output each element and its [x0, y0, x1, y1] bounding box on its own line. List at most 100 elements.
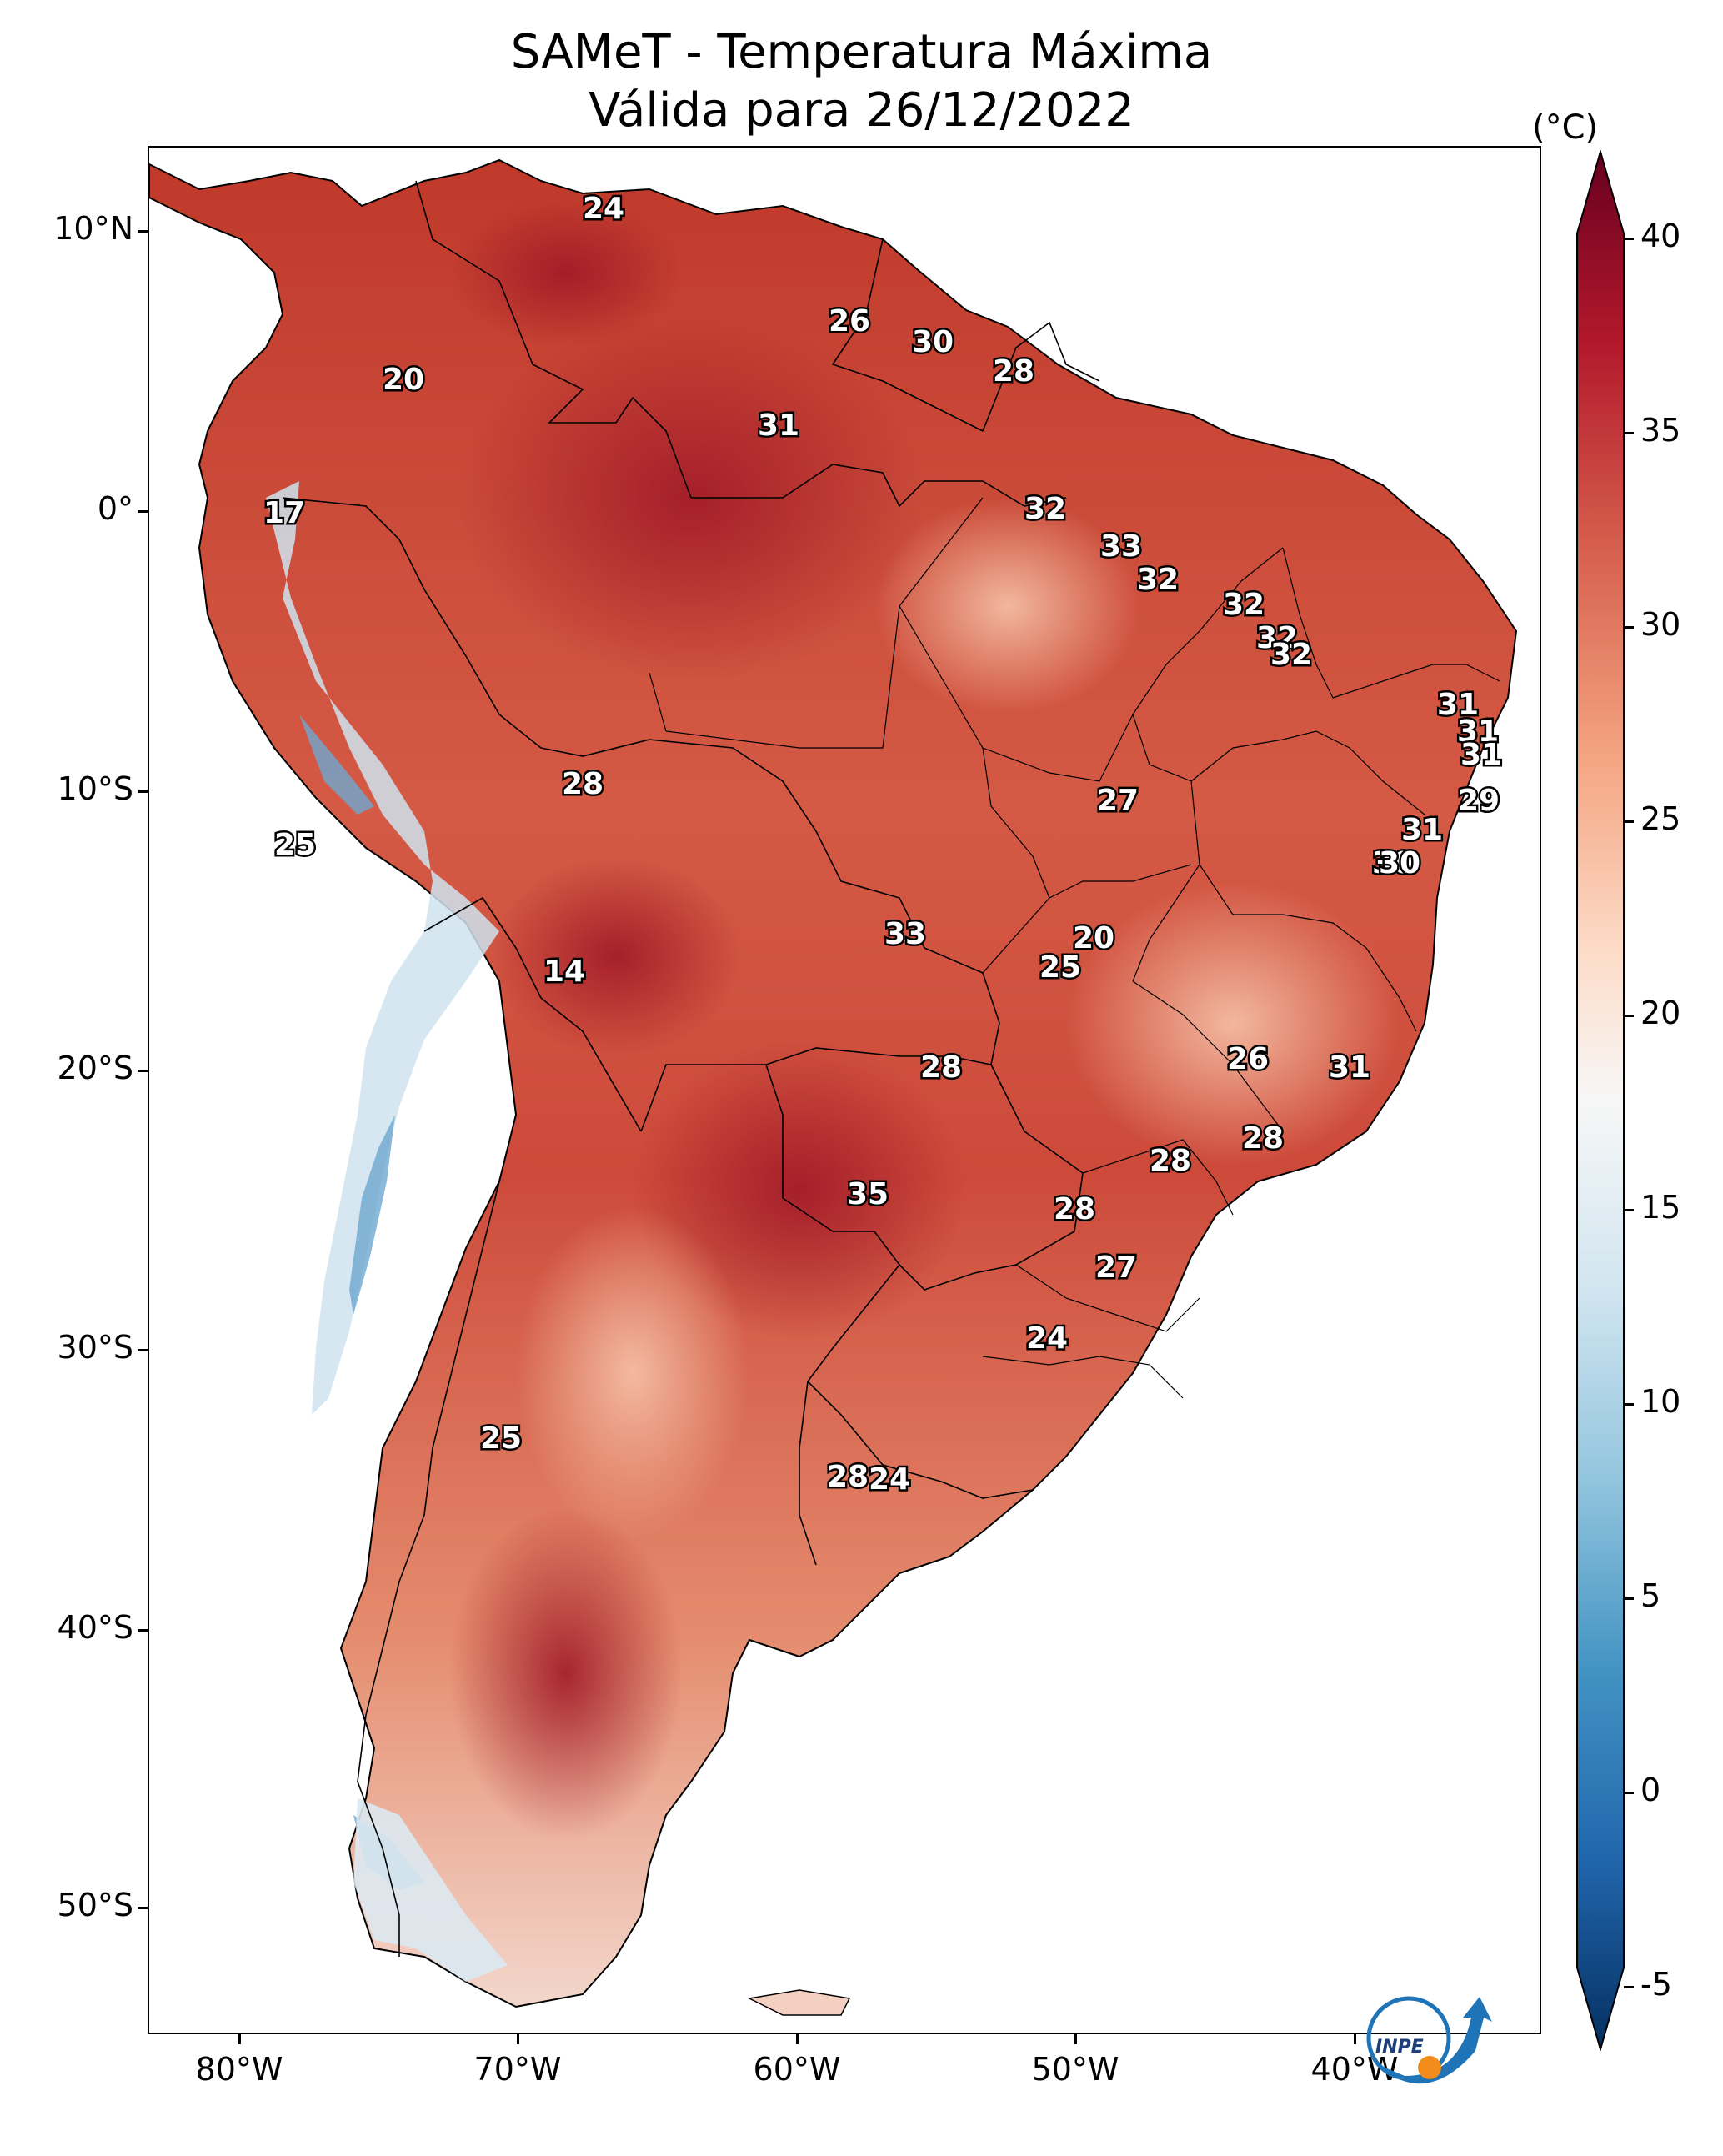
lat-tick	[138, 510, 148, 513]
title-line-1: SAMeT - Temperatura Máxima	[510, 25, 1213, 79]
colorbar	[1576, 150, 1625, 2051]
lat-tick	[138, 1907, 148, 1909]
contour-label: 28	[1150, 1144, 1191, 1178]
contour-label: 32	[1137, 563, 1179, 597]
logo-orange-dot	[1418, 2056, 1441, 2079]
cool-zone-brazil-se	[1066, 881, 1400, 1165]
lon-label-70w: 70°W	[473, 2051, 562, 2088]
contour-label: 26	[829, 304, 870, 338]
lat-tick	[138, 1070, 148, 1072]
lon-tick	[517, 2034, 519, 2044]
contour-label: 20	[1073, 921, 1114, 955]
colorbar-label-20: 20	[1640, 995, 1681, 1031]
lon-tick	[796, 2034, 799, 2044]
contour-label: 25	[1039, 950, 1081, 985]
colorbar-label-10: 10	[1640, 1383, 1681, 1420]
colorbar-tick	[1624, 1986, 1634, 1988]
colorbar-label-0: 0	[1640, 1772, 1661, 1808]
contour-label: 32	[1223, 588, 1265, 622]
colorbar-unit: (°C)	[1532, 108, 1599, 147]
lat-label-20s: 20°S	[57, 1050, 133, 1086]
contour-label: 33	[884, 917, 926, 951]
patagonia-cold	[353, 1798, 508, 1982]
contour-label: 24	[1026, 1321, 1068, 1356]
colorbar-tick	[1624, 1015, 1634, 1017]
andes-cold-band	[266, 481, 499, 1415]
colorbar-tick	[1624, 432, 1634, 434]
lat-tick	[138, 230, 148, 233]
logo-swoosh	[1375, 1997, 1492, 2084]
contour-label: 31	[758, 409, 799, 443]
contour-label: 28	[1054, 1192, 1095, 1226]
contour-label: 24	[583, 192, 624, 226]
contour-label: 28	[920, 1050, 962, 1085]
hot-zone-bolivia	[491, 856, 741, 1056]
contour-label: 33	[1100, 529, 1142, 564]
contour-label: 31	[1401, 813, 1443, 847]
contour-label: 31	[1437, 688, 1479, 722]
contour-label: 25	[274, 828, 316, 862]
contour-label: 30	[1379, 846, 1420, 880]
colorbar-label-40: 40	[1640, 218, 1681, 254]
contour-label: 29	[1458, 784, 1500, 818]
contour-label: 28	[1242, 1121, 1284, 1156]
colorbar-label-25: 25	[1640, 800, 1681, 837]
colorbar-tick	[1624, 820, 1634, 823]
logo-text: INPE	[1375, 2037, 1424, 2058]
lat-tick	[138, 790, 148, 793]
contour-label: 31	[1457, 714, 1499, 749]
lat-label-10s: 10°S	[57, 770, 133, 807]
contour-label: 31	[1329, 1050, 1370, 1085]
colorbar-tick	[1624, 1403, 1634, 1406]
lon-label-60w: 60°W	[753, 2051, 841, 2088]
hot-zone-venezuela	[449, 198, 683, 348]
lon-label-50w: 50°W	[1031, 2051, 1119, 2088]
contour-label: 32	[1024, 492, 1066, 526]
hot-zone-patagonia	[449, 1507, 683, 1840]
contour-label: 20	[383, 363, 424, 397]
colorbar-tick	[1624, 1209, 1634, 1211]
falkland-islands	[747, 1989, 851, 2016]
contour-label: 27	[1095, 1251, 1137, 1285]
colorbar-tick	[1624, 1792, 1634, 1794]
contour-label: 28	[827, 1460, 869, 1494]
lat-label-0: 0°	[97, 490, 133, 527]
inpe-logo: INPE	[1366, 1996, 1492, 2084]
colorbar-label-minus5: -5	[1640, 1966, 1672, 2003]
contour-label: 17	[263, 496, 305, 530]
map-title: SAMeT - Temperatura Máxima Válida para 2…	[0, 23, 1723, 140]
lon-tick	[238, 2034, 241, 2044]
contour-label: 30	[1372, 846, 1414, 880]
map-frame: 24 26 30 28 20 31 17 32 33 32 32 32 32 31 31 31 29 30 28 27…	[148, 146, 1541, 2034]
colorbar-label-30: 30	[1640, 606, 1681, 643]
contour-label: 31	[1460, 738, 1502, 772]
contour-label: 32	[1256, 621, 1298, 655]
colorbar-tick	[1624, 626, 1634, 629]
title-line-2: Válida para 26/12/2022	[589, 83, 1134, 138]
lon-label-80w: 80°W	[195, 2051, 283, 2088]
contour-label: 28	[993, 354, 1034, 389]
contour-label: 27	[1097, 784, 1139, 818]
lat-label-40s: 40°S	[57, 1609, 133, 1646]
lat-tick	[138, 1349, 148, 1351]
contour-label: 25	[480, 1421, 522, 1456]
contour-label: 14	[543, 955, 585, 989]
contour-label: 28	[562, 767, 604, 801]
colorbar-label-35: 35	[1640, 412, 1681, 449]
colorbar-gradient	[1576, 150, 1625, 2051]
lat-tick	[138, 1629, 148, 1632]
lon-tick	[1354, 2034, 1356, 2044]
colorbar-tick	[1624, 238, 1634, 240]
contour-label: 32	[1270, 638, 1312, 672]
colorbar-label-15: 15	[1640, 1189, 1681, 1226]
contour-label: 26	[1227, 1042, 1269, 1076]
contour-label: 24	[869, 1462, 910, 1497]
state-borders	[649, 497, 1500, 1399]
lon-tick	[1074, 2034, 1077, 2044]
colorbar-label-5: 5	[1640, 1577, 1661, 1614]
cool-zone-argentina	[516, 1206, 749, 1540]
country-borders	[282, 180, 1100, 1957]
contour-label: 35	[847, 1177, 889, 1211]
contour-label: 30	[912, 325, 954, 359]
